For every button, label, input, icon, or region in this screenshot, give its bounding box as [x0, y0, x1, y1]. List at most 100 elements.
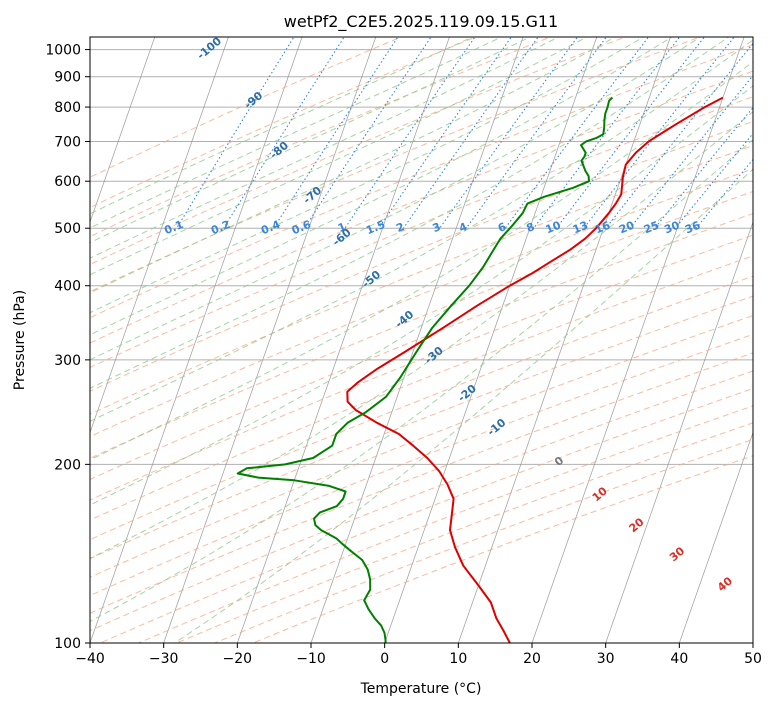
- dry-adiabat: [90, 37, 552, 238]
- x-axis-label: Temperature (°C): [360, 681, 482, 697]
- mixing-ratio-label: 20: [617, 219, 636, 237]
- dry-adiabat: [90, 234, 753, 501]
- x-tick-label: 30: [597, 651, 615, 667]
- mixing-ratio-label: 1: [336, 220, 348, 235]
- dry-adiabat: [214, 438, 753, 643]
- isotherm-line: [752, 641, 753, 643]
- dry-adiabat-label: -90: [242, 89, 266, 112]
- chart-title: wetPf2_C2E5.2025.119.09.15.G11: [284, 12, 558, 32]
- mixing-ratio-label: 0.1: [162, 218, 185, 237]
- dry-adiabat: [90, 295, 753, 560]
- dry-adiabat-label: 20: [627, 515, 647, 535]
- temperature-profile-line: [346, 96, 724, 643]
- mixing-ratio-line: [273, 37, 399, 229]
- isotherm-line: [0, 37, 7, 643]
- mixing-ratio-line: [403, 37, 539, 229]
- x-tick-label: 40: [670, 651, 688, 667]
- mixing-ratio-line: [654, 106, 753, 229]
- isotherm-line: [384, 37, 598, 643]
- moist-adiabat: [90, 37, 730, 389]
- dewpoint-profile-line: [236, 96, 614, 643]
- moist-adiabat: [90, 85, 753, 506]
- dry-adiabat-label: 40: [715, 574, 735, 594]
- y-axis-ticks: 1000 900 800 700 600 500 400 300 200 100: [45, 43, 90, 652]
- mixing-ratio-line: [344, 37, 476, 229]
- y-tick-label: 300: [54, 353, 81, 369]
- mixing-ratio-label: 8: [524, 220, 536, 235]
- mixing-ratio-label: 0.6: [290, 218, 313, 237]
- moist-adiabat: [90, 37, 560, 259]
- mixing-ratio-label: 13: [571, 219, 590, 237]
- plot-frame: [89, 36, 754, 644]
- mixing-ratio-line: [583, 37, 735, 229]
- x-tick-label: −20: [223, 651, 253, 667]
- dry-adiabat-label: -20: [455, 382, 479, 405]
- dry-adiabats: [90, 37, 753, 643]
- mixing-ratio-lines: [176, 37, 753, 229]
- mixing-ratio-label: 25: [642, 219, 661, 237]
- x-axis-ticks: −40 −30 −20 −10 0 10 20 30 40 50: [75, 643, 762, 667]
- dry-adiabat: [90, 168, 753, 438]
- mixing-ratio-label: 0.4: [259, 218, 282, 237]
- x-tick-label: −10: [296, 651, 326, 667]
- y-tick-label: 1000: [45, 43, 81, 59]
- dry-adiabat: [90, 96, 753, 369]
- y-tick-label: 700: [54, 134, 81, 150]
- isotherm-line: [90, 37, 156, 224]
- dry-adiabat-label: 0: [552, 454, 566, 469]
- isotherm-line: [90, 37, 229, 434]
- mixing-ratio-line: [629, 74, 753, 229]
- dry-adiabat: [90, 120, 753, 392]
- moist-adiabat: [90, 39, 753, 422]
- y-axis-label: Pressure (hPa): [12, 290, 28, 390]
- mixing-ratio-line: [223, 37, 345, 229]
- dry-adiabat: [90, 190, 753, 459]
- dry-adiabat-label: 30: [667, 544, 687, 564]
- mixing-ratio-line: [176, 37, 295, 229]
- skewed-isotherms: [0, 37, 753, 643]
- mixing-ratio-line: [439, 37, 579, 229]
- pressure-gridlines: [90, 49, 753, 643]
- mixing-ratio-label: 16: [593, 219, 612, 237]
- moist-adiabat: [90, 37, 503, 229]
- dry-adiabat-label: 10: [590, 484, 610, 504]
- moist-adiabats: [90, 37, 753, 643]
- isotherm-line: [236, 37, 450, 643]
- x-tick-label: 10: [449, 651, 467, 667]
- moist-adiabat: [90, 37, 588, 276]
- y-tick-label: 600: [54, 174, 81, 190]
- y-tick-label: 500: [54, 221, 81, 237]
- x-tick-label: 20: [523, 651, 541, 667]
- dry-adiabat: [90, 145, 753, 415]
- y-tick-label: 800: [54, 100, 81, 116]
- y-tick-label: 400: [54, 279, 81, 295]
- mixing-ratio-label: 10: [544, 219, 563, 237]
- dry-adiabat-label: -100: [195, 34, 225, 62]
- moist-adiabat: [90, 111, 753, 560]
- dry-adiabat: [90, 352, 753, 614]
- mixing-ratio-line: [378, 37, 512, 229]
- isotherm-line: [531, 37, 745, 643]
- x-tick-label: 0: [380, 651, 389, 667]
- y-tick-label: 200: [54, 457, 81, 473]
- moist-adiabat: [90, 61, 753, 461]
- isotherm-line: [605, 220, 753, 643]
- isotherm-line: [163, 37, 377, 643]
- moist-adiabat: [90, 37, 617, 294]
- dry-adiabat: [90, 37, 403, 178]
- moist-adiabat: [90, 37, 702, 361]
- isotherm-line: [90, 37, 303, 643]
- mixing-ratio-label: 3: [431, 220, 443, 235]
- dry-adiabat: [90, 333, 753, 597]
- mixing-ratio-line: [695, 158, 753, 229]
- dry-adiabat: [90, 212, 753, 480]
- moist-adiabat: [174, 168, 753, 643]
- dry-adiabat-label: -70: [301, 184, 325, 207]
- isotherm-line: [678, 431, 753, 643]
- dry-adiabat: [100, 388, 753, 643]
- y-tick-label: 100: [54, 636, 81, 652]
- dry-adiabat: [90, 255, 753, 521]
- isotherm-line: [457, 37, 671, 643]
- dry-adiabat: [90, 70, 753, 344]
